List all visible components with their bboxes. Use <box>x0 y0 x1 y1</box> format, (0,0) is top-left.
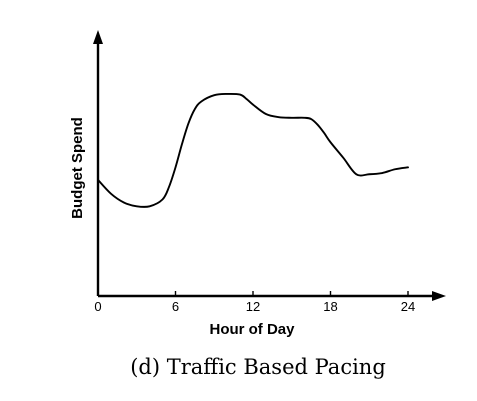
x-tick-label: 24 <box>401 299 415 314</box>
budget-spend-line <box>97 92 409 208</box>
y-axis-arrow <box>93 30 103 44</box>
x-axis-ticks: 0 6 12 18 24 <box>94 291 415 314</box>
x-axis-arrow <box>432 291 446 301</box>
figure-caption: (d) Traffic Based Pacing <box>130 355 386 379</box>
x-axis-title: Hour of Day <box>209 321 295 338</box>
x-tick-label: 18 <box>323 299 337 314</box>
x-tick-label: 12 <box>246 299 260 314</box>
plot-area: 0 6 12 18 24 <box>93 30 446 314</box>
x-tick-label: 6 <box>172 299 179 314</box>
y-axis-title: Budget Spend <box>69 117 86 219</box>
x-tick-label: 0 <box>94 299 101 314</box>
